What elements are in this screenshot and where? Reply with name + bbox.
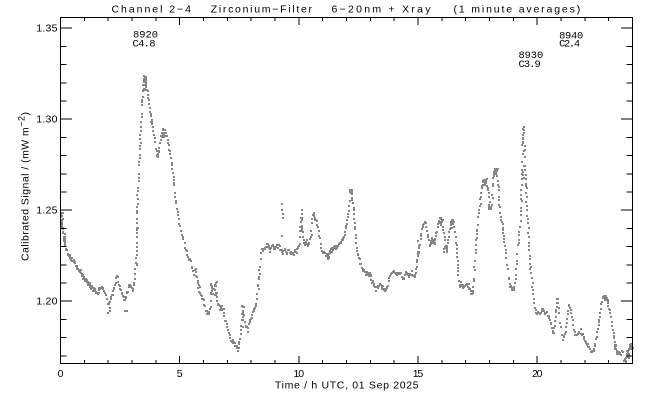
svg-text:8920: 8920	[133, 30, 158, 42]
svg-text:8930: 8930	[519, 50, 544, 62]
svg-text:Calibrated Signal / (mW m−2): Calibrated Signal / (mW m−2)	[17, 112, 32, 261]
svg-text:1.20: 1.20	[36, 296, 57, 308]
svg-text:1.30: 1.30	[36, 114, 57, 126]
svg-text:Channel 2−4: Channel 2−4	[112, 4, 192, 16]
svg-text:0: 0	[58, 368, 64, 380]
svg-text:C2.4: C2.4	[559, 39, 580, 51]
svg-text:10: 10	[294, 368, 305, 380]
svg-text:5: 5	[177, 368, 183, 380]
svg-text:Time / h UTC, 01 Sep 2025: Time / h UTC, 01 Sep 2025	[275, 379, 419, 391]
svg-text:1.25: 1.25	[36, 205, 57, 217]
svg-text:15: 15	[413, 368, 424, 380]
svg-text:C3.9: C3.9	[519, 59, 541, 71]
svg-text:8940: 8940	[559, 31, 583, 43]
svg-text:(1 minute averages): (1 minute averages)	[454, 4, 581, 16]
svg-text:C4.8: C4.8	[133, 39, 156, 51]
svg-text:20: 20	[532, 368, 543, 380]
svg-text:1.35: 1.35	[36, 23, 57, 35]
svg-text:Zirconium−Filter: Zirconium−Filter	[211, 4, 313, 16]
